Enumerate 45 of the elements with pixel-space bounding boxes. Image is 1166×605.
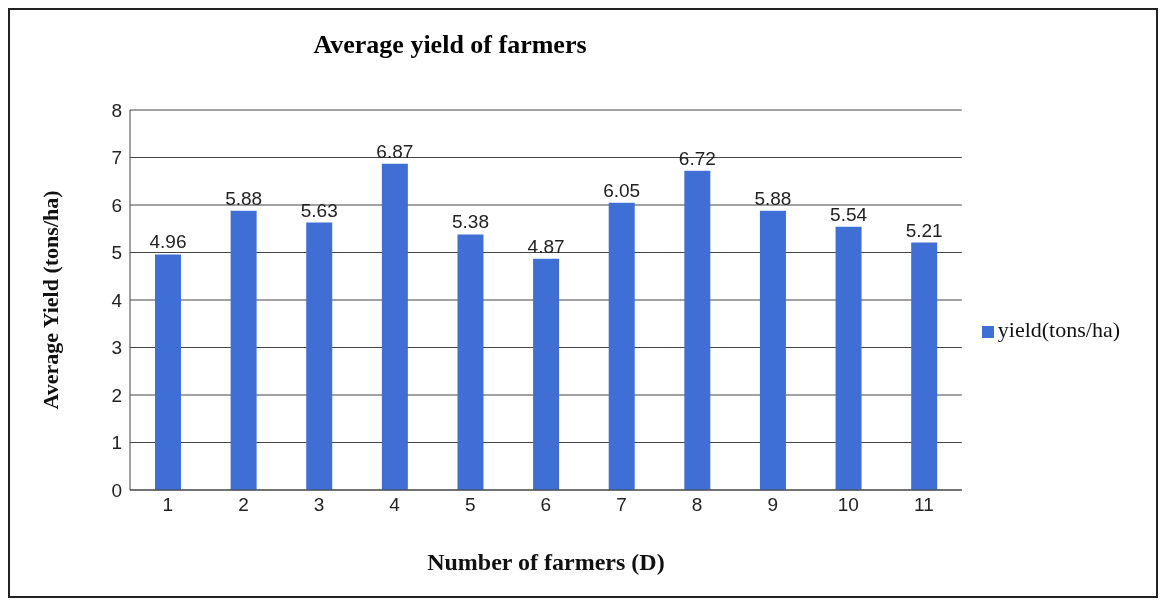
- x-tick-label: 4: [389, 494, 401, 516]
- x-tick-label: 9: [767, 494, 779, 516]
- bar: [608, 202, 635, 490]
- y-tick-label: 2: [111, 384, 122, 406]
- legend-label: yield(tons/ha): [997, 317, 1120, 342]
- y-tick-label: 7: [111, 147, 122, 169]
- bar: [533, 258, 560, 490]
- y-tick-label: 4: [111, 289, 123, 311]
- data-label: 5.38: [451, 211, 489, 233]
- bar: [381, 163, 408, 490]
- y-tick-label: 3: [111, 337, 122, 359]
- y-tick-label: 8: [111, 99, 122, 121]
- bar: [835, 226, 862, 490]
- data-label: 6.87: [376, 140, 414, 162]
- chart-title: Average yield of farmers: [312, 30, 588, 60]
- x-tick-label: 7: [616, 494, 627, 516]
- y-tick-label: 1: [111, 432, 122, 454]
- x-tick-label: 11: [914, 494, 934, 516]
- y-tick-label: 6: [111, 194, 122, 216]
- x-tick-label: 10: [837, 494, 859, 516]
- y-tick-label: 0: [111, 479, 122, 501]
- x-tick-label: 6: [540, 494, 552, 516]
- bar: [457, 234, 484, 490]
- bar: [230, 210, 257, 490]
- bar: [684, 170, 711, 490]
- x-tick-label: 2: [238, 494, 249, 516]
- bar: [306, 222, 333, 490]
- x-tick-label: 5: [464, 494, 476, 516]
- bar: [155, 254, 181, 490]
- data-label: 5.63: [300, 199, 338, 221]
- x-tick-label: 1: [162, 494, 174, 516]
- x-tick-label: 3: [313, 494, 325, 516]
- y-tick-label: 5: [111, 242, 122, 264]
- data-label: 5.88: [225, 187, 263, 209]
- data-label: 4.87: [527, 235, 565, 257]
- bar: [759, 210, 786, 490]
- x-tick-label: 8: [691, 494, 703, 516]
- data-label: 5.21: [905, 219, 943, 241]
- y-axis-title: Average Yield (tons/ha): [37, 190, 63, 410]
- bar: [911, 242, 938, 490]
- data-label: 6.05: [603, 179, 641, 201]
- data-label: 5.88: [754, 187, 792, 209]
- x-axis-title: Number of farmers (D): [427, 549, 665, 575]
- data-label: 5.54: [830, 203, 868, 225]
- data-label: 4.96: [149, 231, 187, 253]
